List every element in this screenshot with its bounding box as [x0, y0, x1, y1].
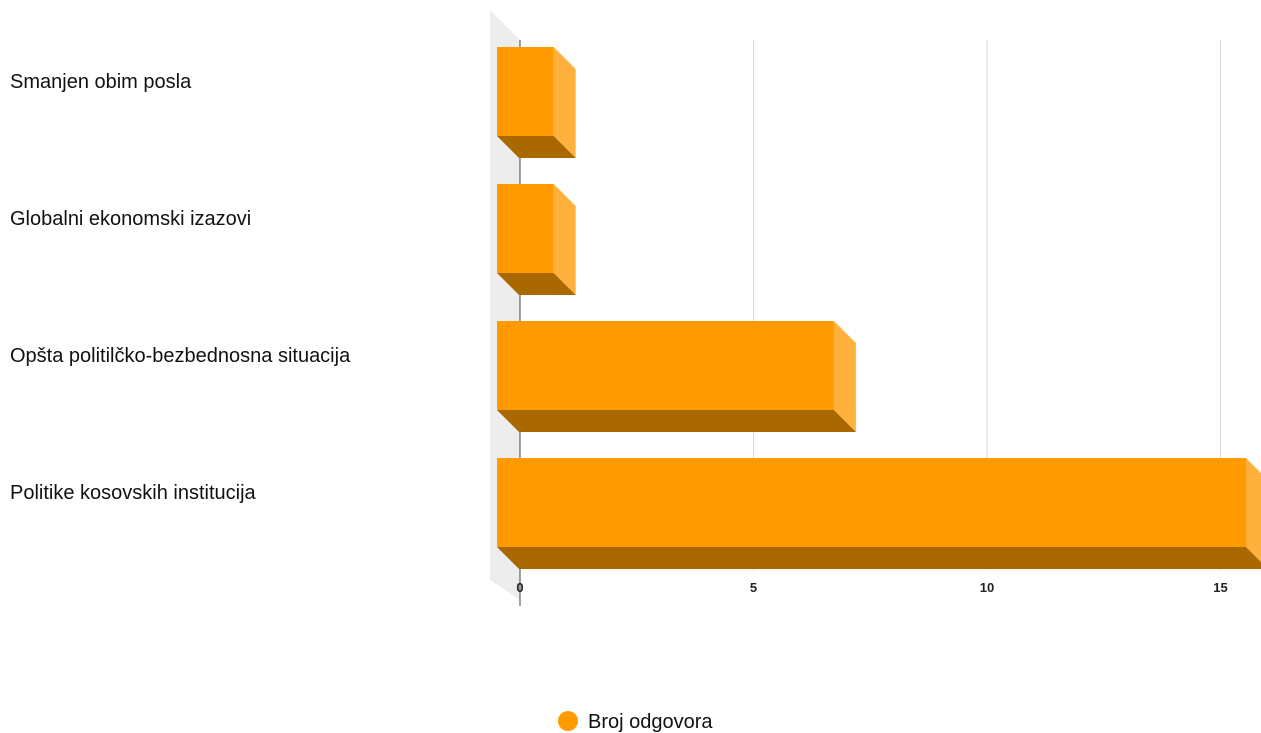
bar-2 — [497, 184, 576, 295]
bar-3 — [497, 321, 856, 432]
bar-4 — [497, 458, 1261, 569]
bar-bottom-face — [497, 547, 1261, 569]
bar-bottom-face — [497, 136, 576, 158]
category-label-2: Globalni ekonomski izazovi — [10, 208, 251, 230]
bar-front-face — [497, 321, 834, 410]
left-wall — [490, 10, 520, 600]
bar-front-face — [497, 47, 554, 136]
back-wall — [490, 10, 520, 600]
category-label-3: Opšta politilčko-bezbednosna situacija — [10, 345, 351, 367]
tick-label-10: 10 — [980, 580, 994, 595]
tick-label-0: 0 — [516, 580, 523, 595]
bar-front-face — [497, 184, 554, 273]
bar-side-face — [553, 184, 576, 295]
tick-label-5: 5 — [750, 580, 757, 595]
bars — [497, 47, 1261, 569]
bar-side-face — [1246, 458, 1261, 562]
legend-swatch — [558, 711, 578, 731]
bar-side-face — [833, 321, 856, 432]
category-labels: Smanjen obim posla Globalni ekonomski iza… — [10, 71, 351, 504]
bar-bottom-face — [497, 273, 576, 295]
category-label-4: Politike kosovskih institucija — [10, 482, 257, 504]
category-label-1: Smanjen obim posla — [10, 71, 192, 93]
tick-label-15: 15 — [1213, 580, 1227, 595]
bar-bottom-face — [497, 410, 856, 432]
legend-label: Broj odgovora — [588, 711, 713, 733]
tick-labels: 0 5 10 15 — [516, 580, 1227, 595]
bar-1 — [497, 47, 576, 158]
legend: Broj odgovora — [558, 711, 713, 733]
bar-side-face — [553, 47, 576, 158]
bar-front-face — [497, 458, 1246, 547]
